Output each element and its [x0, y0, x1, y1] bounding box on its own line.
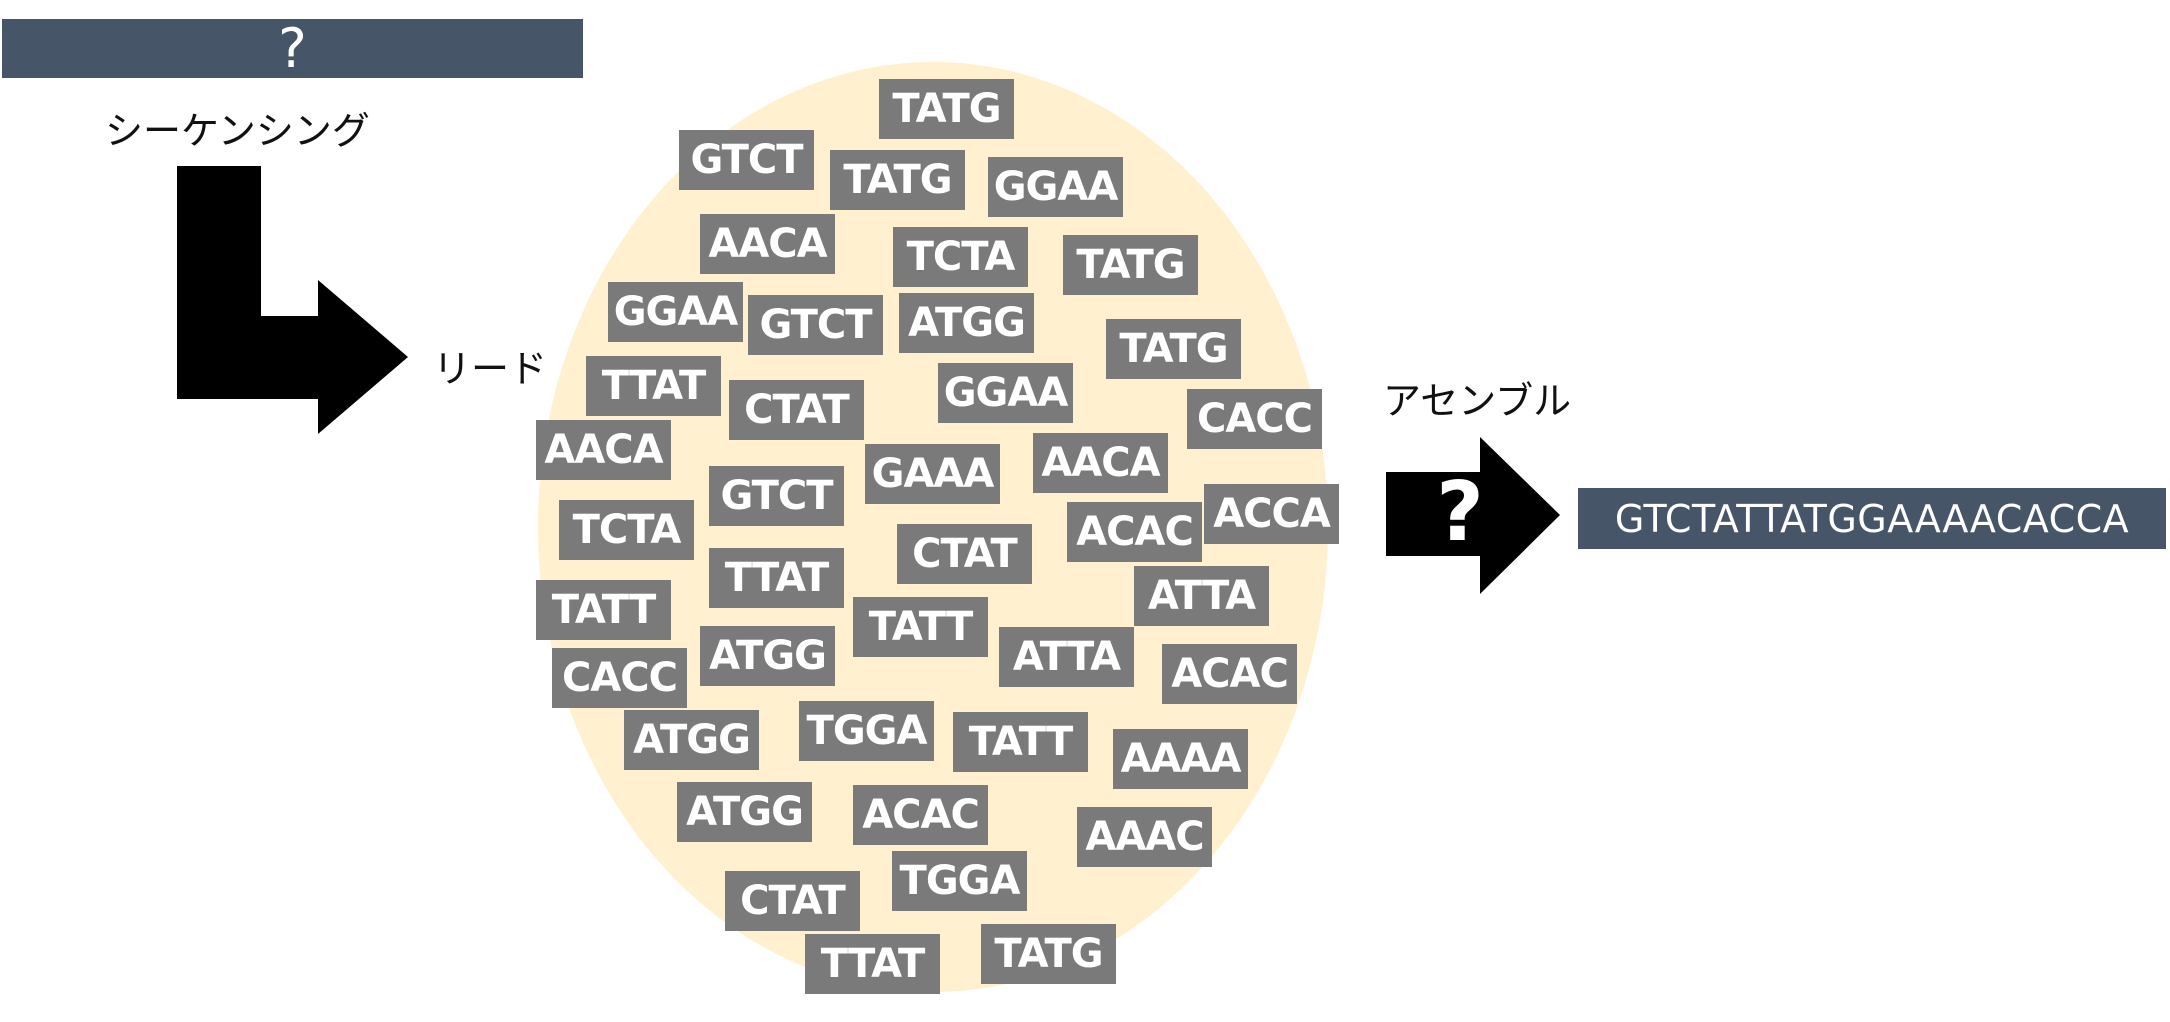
read-tile: GGAA	[938, 363, 1073, 423]
read-tile: GTCT	[679, 130, 814, 190]
read-tile: CTAT	[729, 380, 864, 440]
read-tile: ATGG	[677, 782, 812, 842]
read-tile: ACAC	[853, 785, 988, 845]
unknown-genome-box: ?	[2, 19, 583, 78]
read-tile: TTAT	[586, 356, 721, 416]
read-tile: AACA	[1033, 433, 1168, 493]
assembly-label: アセンブル	[1383, 379, 1572, 423]
read-tile: ACCA	[1204, 484, 1339, 544]
read-tile: GTCT	[748, 295, 883, 355]
read-tile: ATGG	[700, 626, 835, 686]
read-tile: TATT	[536, 580, 671, 640]
read-tile: TCTA	[893, 227, 1028, 287]
read-tile: TATG	[830, 150, 965, 210]
read-tile: TTAT	[709, 548, 844, 608]
read-tile: AACA	[536, 420, 671, 480]
read-tile: TATG	[1106, 319, 1241, 379]
read-tile: ATTA	[1134, 566, 1269, 626]
read-tile: TATT	[953, 712, 1088, 772]
read-tile: AAAA	[1113, 729, 1248, 789]
read-tile: TGGA	[892, 851, 1027, 911]
read-tile: GGAA	[988, 157, 1123, 217]
read-tile: CACC	[1187, 389, 1322, 449]
assembled-sequence-box: GTCTATTATGGAAAACACCA	[1578, 488, 2166, 549]
read-tile: GAAA	[865, 444, 1000, 504]
read-tile: CTAT	[897, 524, 1032, 584]
assembly-arrow	[1386, 437, 1560, 594]
read-tile: TATG	[879, 79, 1014, 139]
question-icon: ?	[1436, 464, 1484, 560]
read-tile: AACA	[700, 214, 835, 274]
sequencing-label: シーケンシング	[105, 109, 370, 153]
read-tile: ACAC	[1162, 644, 1297, 704]
read-tile: TTAT	[805, 934, 940, 994]
read-tile: TATT	[853, 597, 988, 657]
read-tile: CACC	[552, 648, 687, 708]
read-tile: ATGG	[899, 293, 1034, 353]
read-tile: TCTA	[559, 500, 694, 560]
read-tile: TATG	[1063, 235, 1198, 295]
read-tile: GTCT	[709, 466, 844, 526]
read-tile: ATTA	[999, 627, 1134, 687]
read-tile: ACAC	[1067, 502, 1202, 562]
read-tile: TATG	[981, 924, 1116, 984]
sequencing-arrow	[177, 166, 408, 434]
read-tile: TGGA	[799, 701, 934, 761]
read-tile: CTAT	[725, 871, 860, 931]
read-tile: AAAC	[1077, 807, 1212, 867]
read-tile: GGAA	[608, 282, 743, 342]
read-tile: ATGG	[624, 710, 759, 770]
reads-label: リード	[433, 347, 548, 391]
